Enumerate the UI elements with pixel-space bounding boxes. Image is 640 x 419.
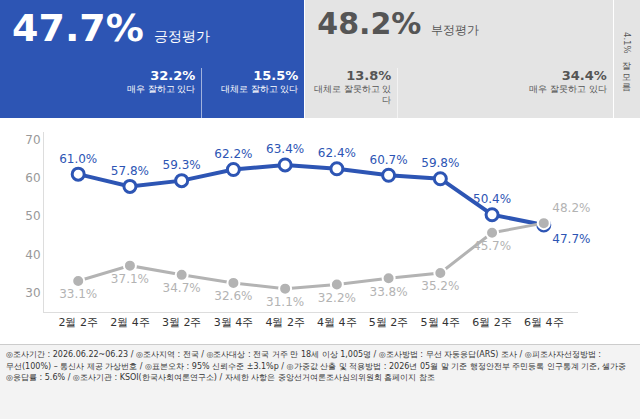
svg-text:2월 4주: 2월 4주: [110, 316, 150, 329]
svg-text:48.2%: 48.2%: [552, 201, 590, 215]
svg-text:32.2%: 32.2%: [318, 291, 356, 305]
html-text:대체로 잘못하고 있다: 대체로 잘못하고 있다: [314, 84, 392, 105]
svg-text:33.8%: 33.8%: [370, 285, 408, 299]
svg-text:59.3%: 59.3%: [163, 158, 201, 172]
html-text:32.2%: 32.2%: [150, 68, 196, 83]
html-text:47.7%: 47.7%: [12, 6, 144, 50]
html-text:매우 잘하고 있다: 매우 잘하고 있다: [126, 84, 196, 94]
svg-text:47.7%: 47.7%: [552, 232, 590, 246]
svg-text:4월 4주: 4월 4주: [317, 316, 357, 329]
html-text:15.5%: 15.5%: [253, 68, 299, 83]
svg-text:45.7%: 45.7%: [473, 239, 511, 253]
html-text:◎응답률 : 5.6% / ◎조사기관 : KSOI(한국사: ◎응답률 : 5.6% / ◎조사기관 : KSOI(한국사회여론연구소) / …: [6, 373, 435, 382]
html-text:4.1% 잘 모름: 4.1% 잘 모름: [621, 32, 632, 86]
svg-text:2월 2주: 2월 2주: [58, 316, 98, 329]
svg-text:5월 4주: 5월 4주: [421, 316, 461, 329]
svg-text:5월 2주: 5월 2주: [369, 316, 409, 329]
svg-text:33.1%: 33.1%: [59, 287, 97, 301]
svg-text:6월 4주: 6월 4주: [524, 316, 564, 329]
svg-text:31.1%: 31.1%: [266, 295, 304, 309]
svg-text:6월 2주: 6월 2주: [472, 316, 512, 329]
html-text:무선(100%) – 통신사 제공 가상번호 / ◎표본오차: 무선(100%) – 통신사 제공 가상번호 / ◎표본오차 : 95% 신뢰수…: [6, 361, 627, 371]
svg-text:62.2%: 62.2%: [214, 147, 252, 161]
svg-text:37.1%: 37.1%: [111, 272, 149, 286]
svg-text:60.7%: 60.7%: [370, 153, 408, 167]
html-text:13.8%: 13.8%: [346, 68, 392, 83]
svg-text:50.4%: 50.4%: [473, 192, 511, 206]
html-text:34.4%: 34.4%: [561, 68, 607, 83]
svg-text:59.8%: 59.8%: [421, 156, 459, 170]
svg-text:32.6%: 32.6%: [214, 289, 252, 303]
svg-text:4월 2주: 4월 2주: [265, 316, 305, 329]
svg-text:34.7%: 34.7%: [163, 281, 201, 295]
svg-text:62.4%: 62.4%: [318, 146, 356, 160]
svg-text:3월 2주: 3월 2주: [162, 316, 202, 329]
svg-text:70: 70: [25, 133, 40, 147]
html-text:◎조사기간 : 2026.06.22~06.23 / ◎조사: ◎조사기간 : 2026.06.22~06.23 / ◎조사지역 : 전국 / …: [6, 350, 601, 359]
html-text:긍정평가: 긍정평가: [153, 28, 210, 44]
svg-text:60: 60: [25, 171, 40, 185]
html-text:대체로 잘하고 있다: 대체로 잘하고 있다: [220, 84, 299, 94]
html-text:48.2%: 48.2%: [317, 6, 422, 41]
svg-text:61.0%: 61.0%: [59, 152, 97, 166]
svg-text:57.8%: 57.8%: [111, 164, 149, 178]
svg-text:35.2%: 35.2%: [421, 279, 459, 293]
svg-text:40: 40: [25, 248, 40, 262]
svg-text:30: 30: [25, 286, 40, 300]
html-text:매우 잘못하고 있다: 매우 잘못하고 있다: [529, 84, 607, 94]
svg-text:63.4%: 63.4%: [266, 142, 304, 156]
svg-text:50: 50: [25, 209, 40, 223]
svg-text:3월 4주: 3월 4주: [214, 316, 254, 329]
html-text:부정평가: 부정평가: [431, 23, 480, 37]
